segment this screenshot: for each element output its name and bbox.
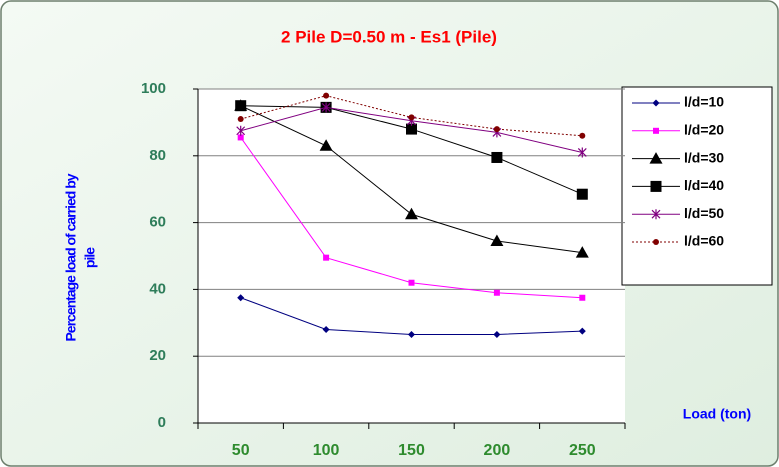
data-point <box>319 139 333 151</box>
x-tick-label: 100 <box>313 442 340 459</box>
data-point <box>237 116 244 123</box>
data-point <box>321 102 331 113</box>
data-point <box>408 114 415 121</box>
legend-label: l/d=10 <box>684 94 724 110</box>
data-point <box>491 151 503 163</box>
legend-marker <box>650 180 662 192</box>
data-point <box>578 327 586 335</box>
data-point <box>323 92 330 99</box>
x-tick-label: 200 <box>484 442 511 459</box>
data-point <box>323 254 330 261</box>
legend-marker <box>653 239 659 245</box>
data-point <box>237 134 244 141</box>
data-point <box>235 100 247 112</box>
legend-marker <box>649 152 663 164</box>
y-axis-title-line: pile <box>82 247 98 268</box>
data-point <box>408 279 415 286</box>
legend-label: l/d=20 <box>684 122 724 138</box>
legend-label: l/d=40 <box>684 177 724 193</box>
data-point <box>237 294 245 302</box>
x-tick-label: 150 <box>398 442 425 459</box>
x-tick-label: 50 <box>232 442 250 459</box>
y-tick-label: 0 <box>158 414 166 431</box>
legend-marker <box>653 127 659 134</box>
data-point <box>406 123 417 135</box>
y-tick-label: 80 <box>149 147 166 164</box>
legend-marker <box>651 209 661 220</box>
legend-marker <box>652 99 660 107</box>
data-point <box>490 234 504 246</box>
y-tick-label: 40 <box>149 280 166 297</box>
data-point <box>236 125 246 136</box>
y-axis-title: Percentage load of carried by pile <box>63 173 98 341</box>
data-point <box>405 207 418 220</box>
data-point <box>493 330 501 338</box>
data-point <box>579 294 586 301</box>
y-tick-label: 60 <box>149 214 166 231</box>
data-point <box>575 246 589 258</box>
data-point <box>579 132 586 139</box>
x-axis-title: Load (ton) <box>683 406 751 422</box>
data-point <box>576 188 588 200</box>
data-point <box>322 325 330 333</box>
legend-label: l/d=50 <box>684 205 724 221</box>
legend-label: l/d=60 <box>684 233 724 249</box>
plot-area <box>198 89 625 423</box>
x-tick-label: 250 <box>569 442 596 459</box>
y-axis-title-line: Percentage load of carried by <box>63 173 79 341</box>
y-tick-label: 20 <box>149 347 166 364</box>
legend-label: l/d=30 <box>684 149 724 165</box>
data-point <box>577 147 587 158</box>
data-point <box>493 126 500 133</box>
data-point <box>408 330 415 338</box>
data-point <box>493 289 500 296</box>
chart-title: 2 Pile D=0.50 m - Es1 (Pile) <box>281 27 497 46</box>
y-tick-label: 100 <box>141 80 166 97</box>
